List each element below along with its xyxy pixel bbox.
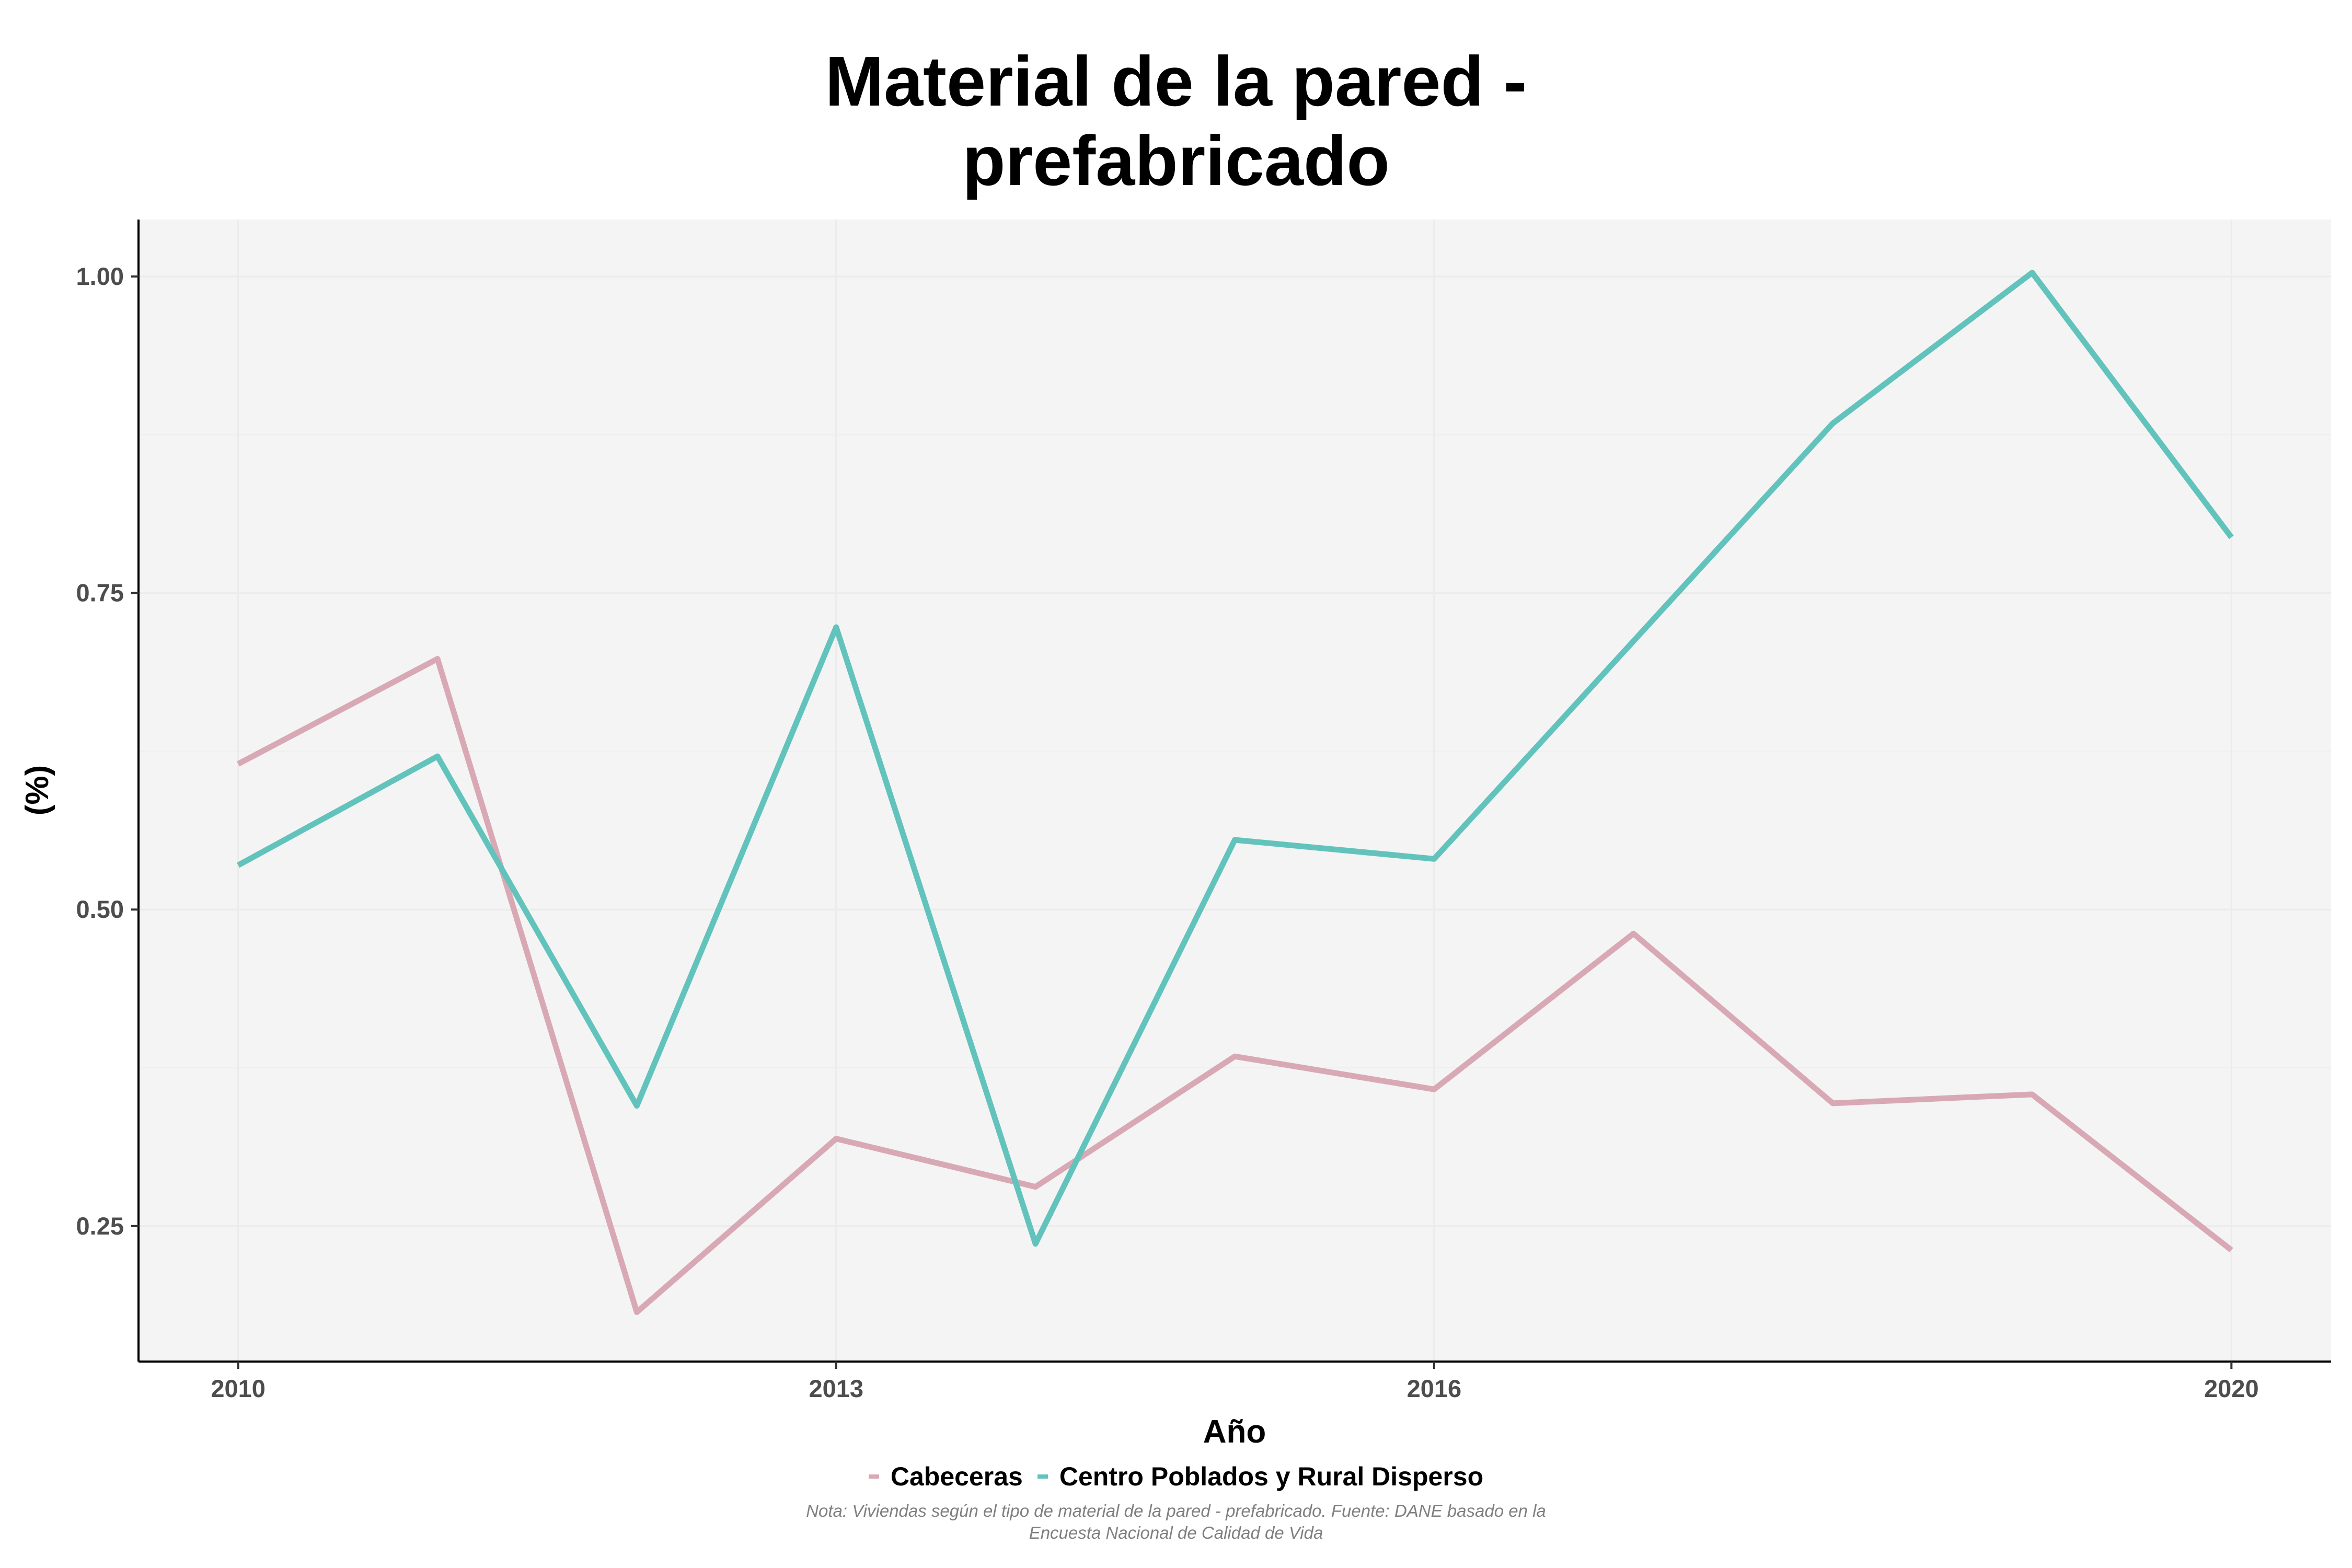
legend-key-centro-poblados (1037, 1474, 1048, 1479)
y-tick-label: 0.25 (76, 1212, 124, 1240)
plot-panel (139, 220, 2331, 1362)
legend-label-centro-poblados: Centro Poblados y Rural Disperso (1059, 1462, 1484, 1491)
y-tick-label: 1.00 (76, 262, 124, 290)
axis-ticks: 0.25 0.50 0.75 1.00 2010 2013 2016 2020 (76, 262, 2259, 1402)
x-tick-label: 2016 (1407, 1375, 1462, 1402)
legend-item-cabeceras: Cabeceras (868, 1461, 1023, 1492)
source-note: Nota: Viviendas según el tipo de materia… (0, 1500, 2352, 1544)
series-lines (237, 270, 2234, 1316)
x-axis-title: Año (1203, 1414, 1266, 1450)
x-tick-label: 2013 (809, 1375, 863, 1402)
x-tick-label: 2020 (2204, 1375, 2259, 1402)
source-note-line-1: Nota: Viviendas según el tipo de materia… (806, 1501, 1546, 1520)
y-tick-label: 0.50 (76, 895, 124, 923)
source-note-line-2: Encuesta Nacional de Calidad de Vida (1029, 1523, 1323, 1542)
y-axis-title: (%) (19, 765, 55, 815)
chart-title: Material de la pared - prefabricado (0, 42, 2352, 201)
legend-item-centro-poblados: Centro Poblados y Rural Disperso (1037, 1461, 1483, 1492)
legend-label-cabeceras: Cabeceras (890, 1462, 1023, 1491)
series-line-cabeceras (237, 656, 2233, 1316)
legend-key-cabeceras (868, 1474, 879, 1479)
grid-lines (139, 220, 2331, 1362)
chart-title-line-2: prefabricado (962, 121, 1390, 200)
chart-title-line-1: Material de la pared - (825, 42, 1527, 121)
x-tick-label: 2010 (211, 1375, 266, 1402)
series-line-centro-poblados (237, 270, 2234, 1247)
y-tick-label: 0.75 (76, 579, 124, 607)
legend: Cabeceras Centro Poblados y Rural Disper… (0, 1458, 2352, 1495)
